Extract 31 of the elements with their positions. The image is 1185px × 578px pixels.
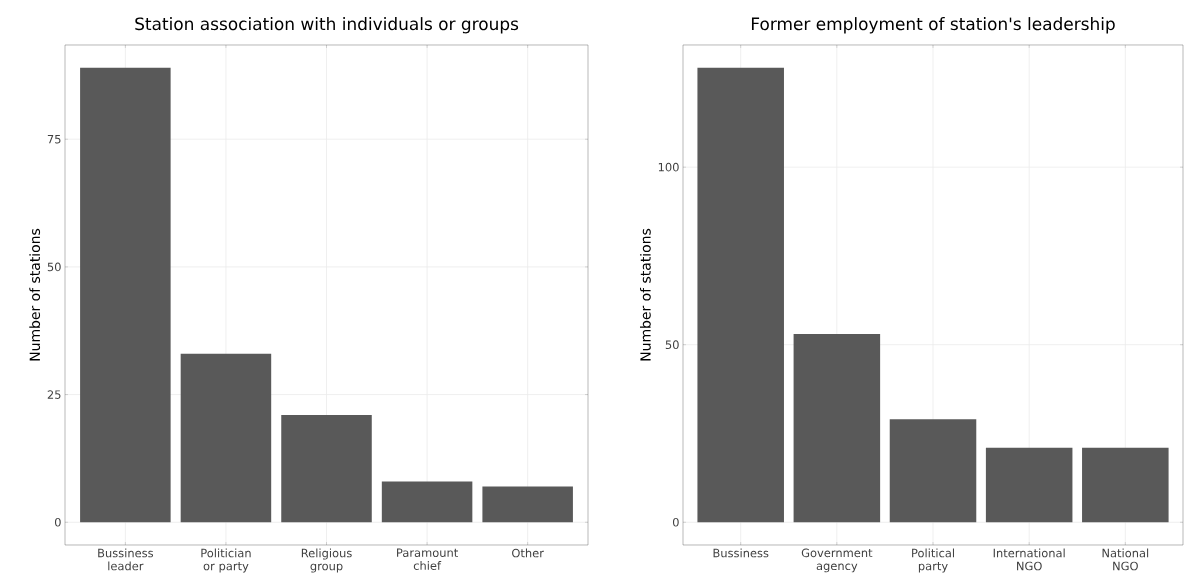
y-tick-label: 0	[672, 517, 679, 527]
chart-title: Station association with individuals or groups	[135, 17, 519, 34]
y-axis-title: Number of stations	[29, 228, 41, 361]
x-tick-label: Religious group	[301, 548, 352, 573]
y-tick-label: 50	[665, 340, 679, 350]
bar	[482, 486, 573, 523]
bar	[1082, 447, 1169, 523]
y-tick-label: 100	[658, 162, 679, 172]
y-tick-label: 75	[47, 134, 61, 144]
y-tick-label: 25	[47, 390, 61, 399]
x-tick-label: Bussiness leader	[98, 548, 154, 571]
x-tick-label: Political party	[912, 548, 954, 573]
x-tick-label: National NGO	[1102, 548, 1149, 571]
x-tick-label: Paramount chief	[397, 548, 458, 570]
x-tick-label: International NGO	[993, 548, 1065, 571]
bar	[381, 481, 473, 523]
chart-title: Former employment of station's leadership	[751, 17, 1115, 34]
x-tick-label: Government agency	[801, 548, 873, 573]
bar	[80, 67, 171, 523]
bar	[889, 419, 977, 523]
bar	[985, 447, 1073, 523]
x-tick-label: Politician or party	[201, 548, 251, 573]
y-tick-label: 0	[54, 517, 61, 527]
x-tick-label: Other	[512, 548, 544, 558]
y-tick-label: 50	[47, 262, 61, 272]
bar	[793, 334, 881, 523]
y-axis-title: Number of stations	[639, 228, 651, 361]
bar	[180, 353, 272, 523]
x-tick-label: Bussiness	[713, 548, 769, 558]
bar	[281, 415, 372, 523]
bar	[697, 67, 784, 523]
